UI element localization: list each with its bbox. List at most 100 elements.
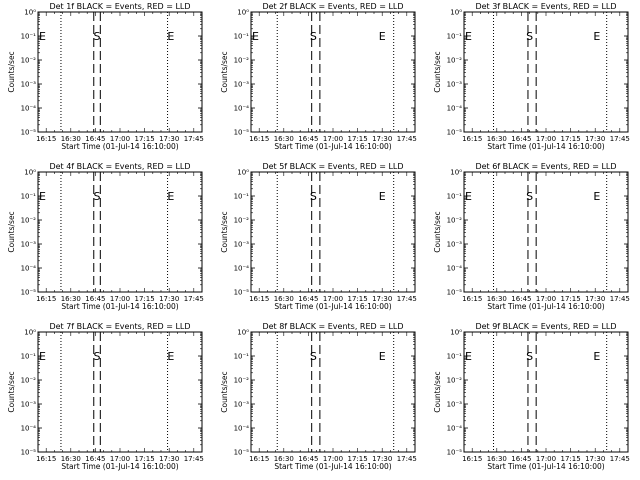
time-marker-label: S bbox=[526, 190, 533, 203]
y-tick-label: 10⁻⁵ bbox=[447, 289, 463, 297]
x-tick-label: 16:15 bbox=[249, 455, 269, 463]
y-tick-label: 10⁻⁵ bbox=[234, 129, 250, 137]
y-tick-label: 10⁻⁵ bbox=[21, 289, 37, 297]
y-tick-label: 10⁻⁴ bbox=[447, 265, 463, 273]
time-marker-label: E bbox=[39, 350, 46, 363]
y-tick-label: 10⁻⁴ bbox=[21, 265, 37, 273]
x-tick-label: 16:30 bbox=[61, 295, 81, 303]
plot-frame bbox=[250, 331, 416, 453]
x-tick-label: 17:00 bbox=[323, 455, 343, 463]
x-tick-label: 16:30 bbox=[487, 295, 507, 303]
detector-panel: Det 1f BLACK = Events, RED = LLD 10⁰ 10⁻¹ 1… bbox=[7, 2, 204, 151]
x-tick-label: 17:15 bbox=[348, 295, 368, 303]
x-tick-label: 17:45 bbox=[184, 295, 204, 303]
x-tick-label: 17:00 bbox=[110, 135, 130, 143]
plot-frame bbox=[37, 171, 203, 293]
panel-title: Det 9f BLACK = Events, RED = LLD bbox=[475, 322, 616, 331]
x-tick-label: 17:00 bbox=[110, 295, 130, 303]
x-tick-label: 17:15 bbox=[135, 455, 155, 463]
x-tick-label: 17:00 bbox=[110, 455, 130, 463]
x-tick-label: 17:45 bbox=[610, 135, 630, 143]
y-tick-label: 10⁻⁵ bbox=[447, 449, 463, 457]
plot-frame bbox=[37, 11, 203, 133]
y-tick-label: 10⁻⁴ bbox=[21, 105, 37, 113]
time-marker-label: E bbox=[465, 350, 472, 363]
detector-panel: Det 6f BLACK = Events, RED = LLD 10⁰ 10⁻¹ 1… bbox=[433, 162, 630, 311]
y-tick-label: 10⁻¹ bbox=[21, 353, 37, 361]
x-tick-label: 16:15 bbox=[36, 455, 56, 463]
detector-panel: Det 8f BLACK = Events, RED = LLD 10⁰ 10⁻¹ 1… bbox=[220, 322, 417, 471]
time-marker-label: E bbox=[379, 350, 386, 363]
panel-title: Det 5f BLACK = Events, RED = LLD bbox=[262, 162, 403, 171]
time-marker-label: S bbox=[94, 30, 101, 43]
x-tick-label: 17:30 bbox=[585, 295, 605, 303]
x-tick-label: 16:45 bbox=[511, 295, 531, 303]
y-tick-label: 10⁰ bbox=[450, 169, 462, 177]
time-marker-label: E bbox=[167, 350, 174, 363]
y-tick-label: 10⁰ bbox=[24, 329, 36, 337]
x-tick-label: 17:15 bbox=[135, 135, 155, 143]
y-axis-label: Counts/sec bbox=[220, 51, 229, 92]
x-axis-label: Start Time (01-Jul-14 16:10:00) bbox=[61, 462, 178, 471]
x-axis-label: Start Time (01-Jul-14 16:10:00) bbox=[487, 142, 604, 151]
x-tick-label: 16:30 bbox=[61, 135, 81, 143]
y-tick-label: 10⁻² bbox=[447, 377, 463, 385]
y-tick-label: 10⁻² bbox=[234, 57, 250, 65]
panel-title: Det 8f BLACK = Events, RED = LLD bbox=[262, 322, 403, 331]
x-tick-label: 17:30 bbox=[585, 135, 605, 143]
y-tick-label: 10⁻⁴ bbox=[234, 425, 250, 433]
y-tick-label: 10⁻¹ bbox=[234, 193, 250, 201]
time-marker-label: E bbox=[39, 190, 46, 203]
x-axis-label: Start Time (01-Jul-14 16:10:00) bbox=[61, 302, 178, 311]
x-tick-label: 17:45 bbox=[184, 455, 204, 463]
x-tick-label: 16:15 bbox=[249, 135, 269, 143]
x-tick-label: 16:15 bbox=[462, 455, 482, 463]
time-marker-label: E bbox=[465, 190, 472, 203]
y-tick-label: 10⁻⁴ bbox=[447, 425, 463, 433]
x-tick-label: 16:45 bbox=[298, 295, 318, 303]
y-tick-label: 10⁻¹ bbox=[447, 193, 463, 201]
panel-title: Det 3f BLACK = Events, RED = LLD bbox=[475, 2, 616, 11]
y-tick-label: 10⁰ bbox=[450, 9, 462, 17]
x-axis-label: Start Time (01-Jul-14 16:10:00) bbox=[487, 302, 604, 311]
detector-panel: Det 7f BLACK = Events, RED = LLD 10⁰ 10⁻¹ 1… bbox=[7, 322, 204, 471]
x-tick-label: 16:30 bbox=[274, 135, 294, 143]
y-axis-label: Counts/sec bbox=[433, 371, 442, 412]
detector-panel: Det 3f BLACK = Events, RED = LLD 10⁰ 10⁻¹ 1… bbox=[433, 2, 630, 151]
y-tick-label: 10⁻⁴ bbox=[447, 105, 463, 113]
y-tick-label: 10⁻¹ bbox=[234, 33, 250, 41]
y-tick-label: 10⁻² bbox=[234, 377, 250, 385]
y-tick-label: 10⁻⁵ bbox=[234, 449, 250, 457]
plot-frame bbox=[37, 331, 203, 453]
x-tick-label: 17:45 bbox=[184, 135, 204, 143]
detector-panel: Det 5f BLACK = Events, RED = LLD 10⁰ 10⁻¹ 1… bbox=[220, 162, 417, 311]
time-marker-label: S bbox=[94, 350, 101, 363]
x-tick-label: 17:30 bbox=[159, 455, 179, 463]
y-tick-label: 10⁻³ bbox=[447, 401, 463, 409]
x-tick-label: 16:45 bbox=[85, 295, 105, 303]
x-tick-label: 17:30 bbox=[159, 135, 179, 143]
x-tick-label: 16:15 bbox=[249, 295, 269, 303]
plot-frame bbox=[463, 331, 629, 453]
x-tick-label: 17:00 bbox=[536, 135, 556, 143]
time-marker-label: E bbox=[465, 30, 472, 43]
y-tick-label: 10⁻² bbox=[21, 217, 37, 225]
plot-frame bbox=[463, 171, 629, 293]
y-tick-label: 10⁰ bbox=[24, 169, 36, 177]
x-tick-label: 17:30 bbox=[372, 455, 392, 463]
time-marker-label: S bbox=[526, 350, 533, 363]
y-tick-label: 10⁰ bbox=[237, 329, 249, 337]
x-tick-label: 16:15 bbox=[462, 135, 482, 143]
y-tick-label: 10⁻⁵ bbox=[21, 129, 37, 137]
y-tick-label: 10⁻⁵ bbox=[21, 449, 37, 457]
panel-title: Det 4f BLACK = Events, RED = LLD bbox=[49, 162, 190, 171]
y-tick-label: 10⁻³ bbox=[234, 81, 250, 89]
x-tick-label: 16:30 bbox=[274, 455, 294, 463]
y-tick-label: 10⁻³ bbox=[447, 241, 463, 249]
time-marker-label: E bbox=[593, 190, 600, 203]
y-tick-label: 10⁻² bbox=[21, 57, 37, 65]
x-tick-label: 17:30 bbox=[372, 295, 392, 303]
y-tick-label: 10⁰ bbox=[24, 9, 36, 17]
detector-panel: Det 4f BLACK = Events, RED = LLD 10⁰ 10⁻¹ 1… bbox=[7, 162, 204, 311]
x-tick-label: 16:45 bbox=[298, 135, 318, 143]
